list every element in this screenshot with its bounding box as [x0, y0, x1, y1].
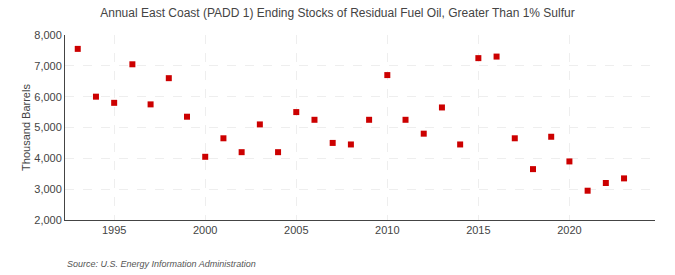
- svg-text:2015: 2015: [466, 224, 490, 236]
- svg-text:2,000: 2,000: [34, 214, 62, 226]
- svg-text:2020: 2020: [557, 224, 581, 236]
- svg-text:7,000: 7,000: [34, 60, 62, 72]
- svg-text:Source: U.S. Energy Informatio: Source: U.S. Energy Information Administ…: [67, 259, 256, 269]
- svg-text:1995: 1995: [102, 224, 126, 236]
- svg-text:2000: 2000: [193, 224, 217, 236]
- svg-text:4,000: 4,000: [34, 152, 62, 164]
- svg-text:Annual East Coast (PADD 1) End: Annual East Coast (PADD 1) Ending Stocks…: [100, 6, 574, 20]
- svg-text:2005: 2005: [284, 224, 308, 236]
- svg-text:5,000: 5,000: [34, 121, 62, 133]
- svg-text:6,000: 6,000: [34, 91, 62, 103]
- svg-text:8,000: 8,000: [34, 29, 62, 41]
- svg-text:Thousand Barrels: Thousand Barrels: [20, 84, 32, 171]
- svg-text:2010: 2010: [375, 224, 399, 236]
- svg-text:3,000: 3,000: [34, 183, 62, 195]
